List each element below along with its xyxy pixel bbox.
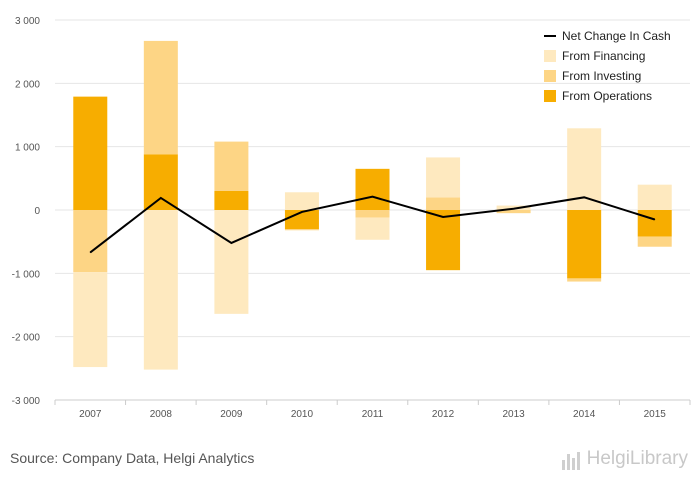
bar-from-investing-2009 <box>214 141 249 191</box>
x-tick-label: 2011 <box>362 409 384 420</box>
x-tick-label: 2007 <box>79 409 102 420</box>
y-tick-label: 3 000 <box>15 16 40 27</box>
x-tick-label: 2009 <box>220 409 243 420</box>
x-tick-label: 2010 <box>291 409 314 420</box>
net-change-point-2009 <box>230 242 232 244</box>
legend-label-from-operations: From Operations <box>562 89 652 103</box>
bar-from-investing-2011 <box>355 210 390 218</box>
net-change-point-2007 <box>89 251 91 253</box>
bar-from-financing-2007 <box>73 272 108 368</box>
bar-from-financing-2009 <box>214 210 249 314</box>
x-tick-label: 2014 <box>573 409 596 420</box>
y-tick-label: -1 000 <box>12 269 41 280</box>
bar-from-operations-2008 <box>143 154 178 210</box>
x-tick-label: 2013 <box>502 409 525 420</box>
y-tick-label: -2 000 <box>12 333 41 344</box>
bar-from-financing-2010 <box>284 192 319 210</box>
bars-layer <box>73 40 672 370</box>
bar-from-operations-2014 <box>567 210 602 279</box>
x-tick-label: 2015 <box>644 409 667 420</box>
legend-swatch-from-investing <box>544 70 556 82</box>
bar-from-investing-2012 <box>426 197 461 210</box>
legend-swatch-from-financing <box>544 50 556 62</box>
bar-from-operations-2012 <box>426 210 461 271</box>
x-tick-label: 2008 <box>150 409 173 420</box>
net-change-line-layer <box>89 195 656 254</box>
legend-label-from-investing: From Investing <box>562 69 641 83</box>
library-icon <box>561 452 584 470</box>
axes-layer: -3 000 -2 000 -1 000 0 1 000 2 000 3 000 2007 20… <box>12 16 691 420</box>
y-tick-label: 2 000 <box>15 79 40 90</box>
bar-from-operations-2007 <box>73 96 108 210</box>
bar-from-financing-2008 <box>143 210 178 370</box>
bar-from-operations-2011 <box>355 168 390 210</box>
net-change-point-2014 <box>583 196 585 198</box>
net-change-point-2010 <box>301 211 303 213</box>
bar-from-investing-2014 <box>567 278 602 282</box>
net-change-point-2015 <box>654 219 656 220</box>
legend: Net Change In Cash From Financing From Inv… <box>544 29 671 103</box>
net-change-point-2012 <box>442 216 444 218</box>
bar-from-financing-2012 <box>426 157 461 198</box>
legend-label-net-change-in-cash: Net Change In Cash <box>562 29 671 43</box>
x-tick-label: 2012 <box>432 409 455 420</box>
cash-flow-chart: -3 000 -2 000 -1 000 0 1 000 2 000 3 000 2007 20… <box>12 16 691 420</box>
net-change-point-2011 <box>372 196 373 198</box>
bar-from-financing-2011 <box>355 217 390 240</box>
net-change-point-2013 <box>513 208 515 210</box>
net-change-point-2008 <box>160 197 162 199</box>
legend-swatch-from-operations <box>544 90 556 102</box>
y-tick-label: 0 <box>34 206 40 217</box>
y-tick-label: 1 000 <box>15 143 40 154</box>
bar-from-investing-2013 <box>496 210 531 214</box>
legend-label-from-financing: From Financing <box>562 49 645 63</box>
bar-from-investing-2015 <box>637 236 672 247</box>
bar-from-operations-2015 <box>637 210 672 237</box>
source-note: Source: Company Data, Helgi Analytics <box>10 450 255 466</box>
helgi-library-logo: HelgiLibrary <box>561 448 688 470</box>
bar-from-operations-2009 <box>214 191 249 210</box>
bar-from-financing-2015 <box>637 184 672 210</box>
y-tick-label: -3 000 <box>12 396 41 407</box>
footer: Source: Company Data, Helgi Analytics He… <box>0 440 700 483</box>
logo-text: HelgiLibrary <box>586 448 688 469</box>
bar-from-investing-2007 <box>73 210 108 273</box>
bar-from-investing-2008 <box>143 40 178 155</box>
bar-from-investing-2010 <box>284 229 319 231</box>
